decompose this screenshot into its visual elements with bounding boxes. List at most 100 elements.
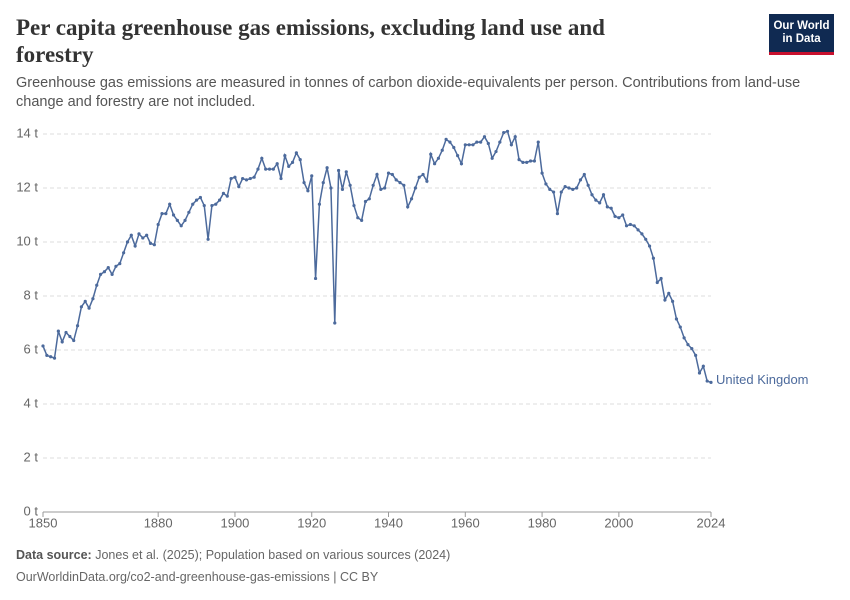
data-point <box>567 186 571 190</box>
data-point <box>421 172 425 177</box>
data-point <box>479 140 483 144</box>
data-point <box>502 131 506 135</box>
data-point <box>383 186 387 190</box>
data-point <box>221 191 226 195</box>
y-tick-label: 6 t <box>24 341 39 356</box>
data-point <box>521 160 525 164</box>
data-point <box>356 216 360 220</box>
data-point <box>436 156 441 160</box>
data-point <box>705 379 709 383</box>
data-point <box>56 329 60 333</box>
data-point <box>310 174 314 178</box>
data-point <box>571 187 575 191</box>
data-point <box>467 143 471 147</box>
data-point <box>540 171 544 175</box>
data-point <box>621 213 625 217</box>
data-point <box>233 175 237 179</box>
data-point <box>237 185 241 189</box>
data-point <box>647 244 652 248</box>
data-point <box>317 202 322 206</box>
data-point <box>601 193 606 197</box>
logo[interactable]: Our World in Data <box>769 14 834 55</box>
data-point <box>125 240 130 244</box>
data-point <box>475 140 479 144</box>
data-point <box>287 164 291 168</box>
y-tick-label: 14 t <box>16 125 38 140</box>
data-point <box>175 218 179 222</box>
source-label: Data source: <box>16 548 92 562</box>
data-point <box>168 202 172 206</box>
data-point <box>429 152 433 156</box>
data-point <box>697 371 702 375</box>
data-point <box>214 202 218 206</box>
data-point <box>498 140 502 144</box>
data-point <box>471 143 475 147</box>
data-point <box>79 305 83 309</box>
data-point <box>137 232 141 236</box>
data-point <box>544 182 548 186</box>
data-point <box>241 176 245 181</box>
data-point <box>87 306 91 310</box>
data-point <box>386 171 391 175</box>
data-point <box>678 325 682 329</box>
y-tick-label: 4 t <box>24 395 39 410</box>
data-point <box>187 210 191 214</box>
data-point <box>632 224 636 228</box>
x-tick-label: 1940 <box>374 515 403 530</box>
data-point <box>594 198 598 202</box>
data-point <box>394 178 398 182</box>
chart-subtitle: Greenhouse gas emissions are measured in… <box>16 75 801 110</box>
x-tick-label: 1850 <box>29 515 58 530</box>
data-point <box>548 187 552 191</box>
data-point <box>206 237 210 241</box>
data-point <box>41 344 45 348</box>
data-point <box>264 167 268 171</box>
data-point <box>106 266 110 270</box>
data-point <box>655 280 659 285</box>
data-point <box>171 213 176 217</box>
data-point <box>644 237 648 241</box>
data-point <box>555 212 560 216</box>
data-point <box>609 206 613 210</box>
data-point <box>617 216 621 220</box>
data-point <box>75 324 80 328</box>
data-point <box>198 195 203 200</box>
data-point <box>578 178 583 182</box>
data-point <box>91 297 95 301</box>
data-point <box>528 159 533 163</box>
x-tick-label: 1920 <box>297 515 326 530</box>
data-point <box>432 162 437 166</box>
data-point <box>83 299 87 303</box>
data-point <box>141 236 145 240</box>
data-point <box>68 334 72 339</box>
data-point <box>267 167 272 171</box>
data-point <box>98 272 103 276</box>
data-point <box>363 199 368 204</box>
data-point <box>283 154 287 158</box>
data-point <box>290 160 295 164</box>
data-point <box>651 256 656 260</box>
data-point <box>532 159 537 163</box>
data-point <box>202 203 206 208</box>
data-point <box>486 141 490 146</box>
data-point <box>375 172 379 177</box>
data-point <box>248 176 252 181</box>
data-point <box>183 218 187 222</box>
data-point <box>360 218 364 222</box>
data-point <box>624 224 629 228</box>
data-point <box>102 270 107 274</box>
data-point <box>582 172 586 177</box>
data-point <box>260 156 264 160</box>
source: Data source: Jones et al. (2025); Popula… <box>16 548 450 562</box>
source-text: Jones et al. (2025); Population based on… <box>95 548 451 562</box>
y-tick-label: 0 t <box>24 503 39 518</box>
data-point <box>452 145 456 150</box>
data-point <box>52 356 57 360</box>
data-point <box>133 244 137 248</box>
data-point <box>217 198 222 202</box>
data-point <box>340 187 345 191</box>
data-point <box>417 175 421 179</box>
data-point <box>194 198 199 202</box>
